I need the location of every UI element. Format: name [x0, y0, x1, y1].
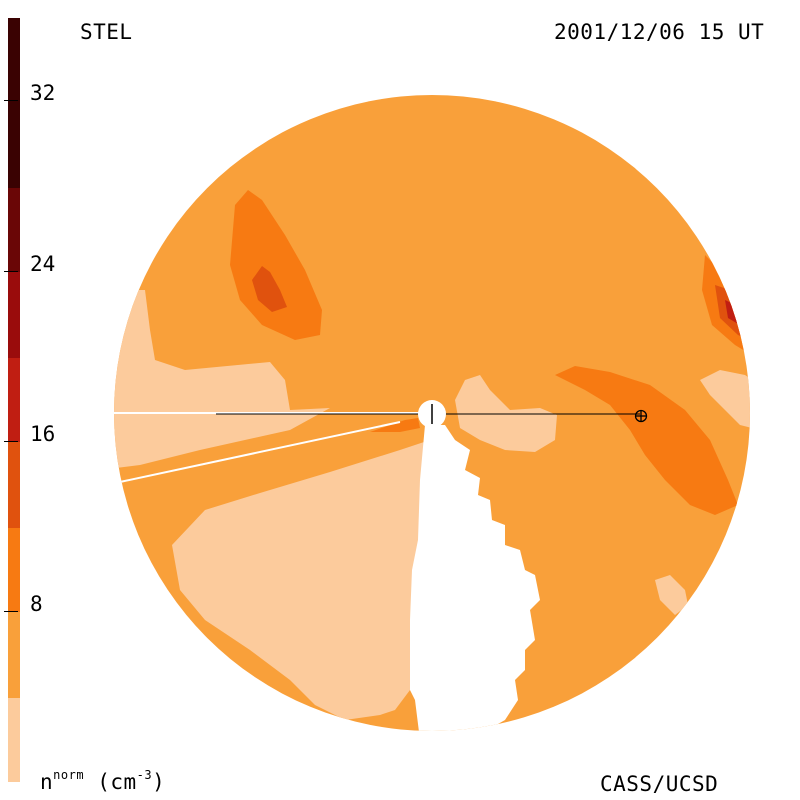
colorbar-level-4 [8, 442, 20, 528]
colorbar-level-3 [8, 528, 20, 612]
colorbar-level-7 [8, 188, 20, 272]
observatory-label: STEL [80, 20, 133, 44]
low-density-region-left [114, 290, 330, 470]
credit-label: CASS/UCSD [600, 772, 719, 796]
colorbar-tick-mark [4, 100, 18, 101]
colorbar-tick-mark [4, 611, 18, 612]
ecliptic-ray-left [119, 421, 401, 483]
mid-density-streak-near-sun [370, 418, 420, 432]
no-data-wedge [410, 425, 540, 731]
low-density-region-right-lower [655, 575, 688, 615]
colorbar-level-8 [8, 18, 20, 188]
colorbar-level-2 [8, 612, 20, 698]
low-density-region-right [700, 370, 750, 430]
colorbar-level-1 [8, 698, 20, 782]
colorbar-tick-label: 32 [30, 81, 56, 105]
colorbar-tick-label: 24 [30, 252, 56, 276]
colorbar-tick-label: 16 [30, 422, 56, 446]
colorbar-level-5 [8, 358, 20, 442]
mid-density-region-upper-left [230, 190, 322, 340]
colorbar-tick-label: 8 [30, 592, 43, 616]
colorbar-level-6 [8, 272, 20, 358]
colorbar-unit-label: nnorm (cm-3) [40, 768, 166, 794]
earth-icon [634, 409, 648, 423]
mid-density-region-right [555, 366, 738, 515]
datetime-label: 2001/12/06 15 UT [554, 20, 765, 44]
colorbar-tick-mark [4, 441, 18, 442]
colorbar-tick-mark [4, 271, 18, 272]
low-density-region-lower-left [172, 440, 430, 720]
high-density-region-upper-left [252, 266, 287, 312]
